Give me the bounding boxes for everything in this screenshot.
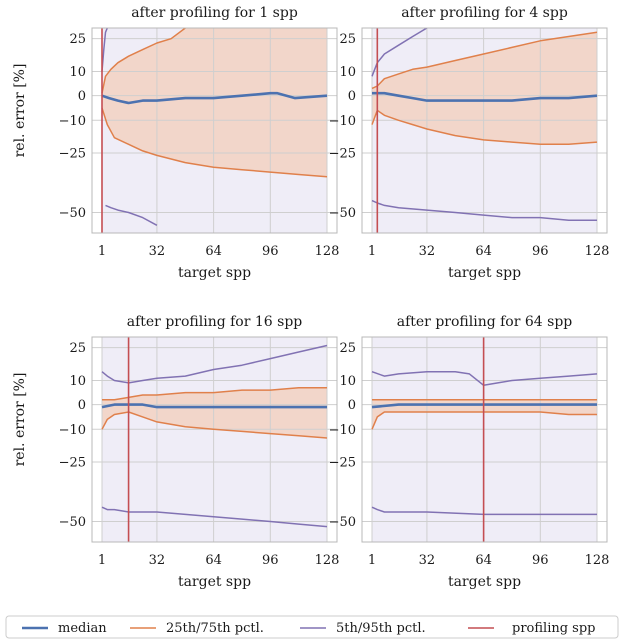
y-tick-label: 25 [339,341,356,356]
median-line [372,91,598,102]
y-tick-label: 0 [78,89,86,104]
y-tick-label: −10 [329,114,356,129]
y-tick-label: 25 [69,341,86,356]
y-axis-label: rel. error [%] [12,373,28,467]
quartile-line [101,411,328,439]
legend-frame [5,615,619,639]
x-axis-label: target spp [178,574,251,590]
y-tick-label: 0 [78,398,86,413]
y-tick-label: −25 [59,456,86,471]
x-tick-label: 32 [149,553,166,568]
quartile-line [371,109,598,146]
y-tick-label: −10 [59,423,86,438]
y-axis-label: rel. error [%] [12,64,28,158]
subplot-title: after profiling for 16 spp [127,314,303,330]
p5-95-line [101,506,328,528]
y-tick-label: −50 [59,206,86,221]
quartile-line [101,28,186,94]
x-tick-label: 32 [149,244,166,259]
p5-95-line [105,204,158,226]
legend-median-label: median [58,621,107,636]
x-tick-label: 96 [262,244,279,259]
x-tick-label: 64 [205,244,222,259]
plot-frame [361,27,608,234]
x-axis-label: target spp [178,265,251,281]
y-tick-label: 0 [348,398,356,413]
subplot-title: after profiling for 4 spp [401,5,568,21]
plot-frame [361,336,608,543]
legend-quartile-label: 25th/75th pctl. [166,621,264,636]
y-tick-label: 10 [339,374,356,389]
p5-95-line [371,370,598,387]
y-tick-label: −25 [329,456,356,471]
subplot-title: after profiling for 1 spp [131,5,298,21]
y-tick-label: −10 [59,114,86,129]
x-tick-label: 128 [315,244,340,259]
x-tick-label: 96 [262,553,279,568]
y-tick-label: −10 [329,423,356,438]
quartile-line [102,386,327,401]
x-tick-label: 64 [475,553,492,568]
y-tick-label: 0 [348,89,356,104]
x-axis-label: target spp [448,574,521,590]
y-tick-label: 25 [339,32,356,47]
subplot-title: after profiling for 64 spp [397,314,573,330]
y-tick-label: −50 [329,515,356,530]
quartile-line [371,411,597,430]
y-tick-label: −50 [59,515,86,530]
quartile-line [371,31,598,90]
plot-frame [91,27,338,234]
x-tick-label: 32 [419,553,436,568]
subplot-3: after profiling for 16 spp 25 10 0 −10 −25 −50… [12,314,339,590]
y-tick-label: −50 [329,206,356,221]
legend-profiling-label: profiling spp [512,621,596,636]
x-tick-label: 1 [98,244,106,259]
x-axis-label: target spp [448,265,521,281]
subplot-4: after profiling for 64 spp 25 10 0 −10 −25 −50… [329,314,610,590]
y-tick-label: −25 [329,147,356,162]
p5-95-line [371,199,597,221]
y-tick-label: 10 [69,374,86,389]
y-tick-label: 25 [69,32,86,47]
legend-p5-95-label: 5th/95th pctl. [336,621,426,636]
y-tick-label: 10 [339,65,356,80]
subplot-2: after profiling for 4 spp 25 10 0 −10 −25 −50 1… [329,5,610,281]
p5-95-line [371,28,428,77]
x-tick-label: 64 [205,553,222,568]
x-tick-label: 128 [315,553,340,568]
x-tick-label: 128 [585,244,610,259]
p5-95-line [101,344,328,384]
p5-95-band [102,337,327,542]
x-tick-label: 96 [532,244,549,259]
median-line [101,403,327,409]
y-tick-label: 10 [69,65,86,80]
p5-95-line [371,506,597,516]
x-tick-label: 1 [368,553,376,568]
x-tick-label: 1 [98,553,106,568]
x-tick-label: 64 [475,244,492,259]
x-tick-label: 96 [532,553,549,568]
quartile-line [101,107,328,178]
x-tick-label: 32 [419,244,436,259]
y-tick-label: −25 [59,147,86,162]
legend: median 25th/75th pctl. 5th/95th pctl. pr… [5,615,619,639]
x-tick-label: 128 [585,553,610,568]
x-tick-label: 1 [368,244,376,259]
median-line [101,91,328,105]
plot-frame [91,336,338,543]
p5-95-band [372,337,597,542]
p5-95-line [101,28,108,72]
subplot-1: after profiling for 1 spp 25 10 0 −10 −25 −50 1… [12,5,339,281]
